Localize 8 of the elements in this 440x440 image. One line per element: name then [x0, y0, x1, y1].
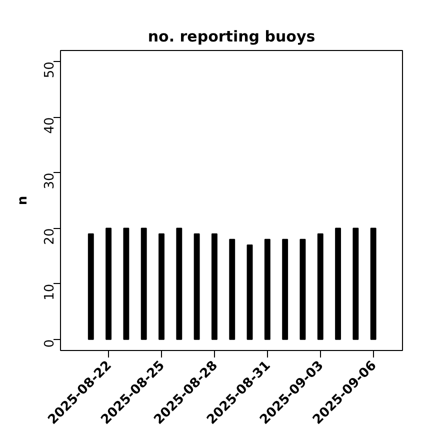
- y-tick-label: 0: [42, 339, 58, 348]
- y-tick-label: 20: [42, 228, 58, 245]
- y-tick-label: 50: [42, 62, 58, 78]
- chart-title: no. reporting buoys: [148, 28, 316, 46]
- y-tick-label: 30: [42, 172, 58, 190]
- y-axis-title: n: [16, 196, 30, 206]
- y-tick-label: 40: [42, 117, 58, 134]
- y-tick-label: 10: [42, 284, 58, 300]
